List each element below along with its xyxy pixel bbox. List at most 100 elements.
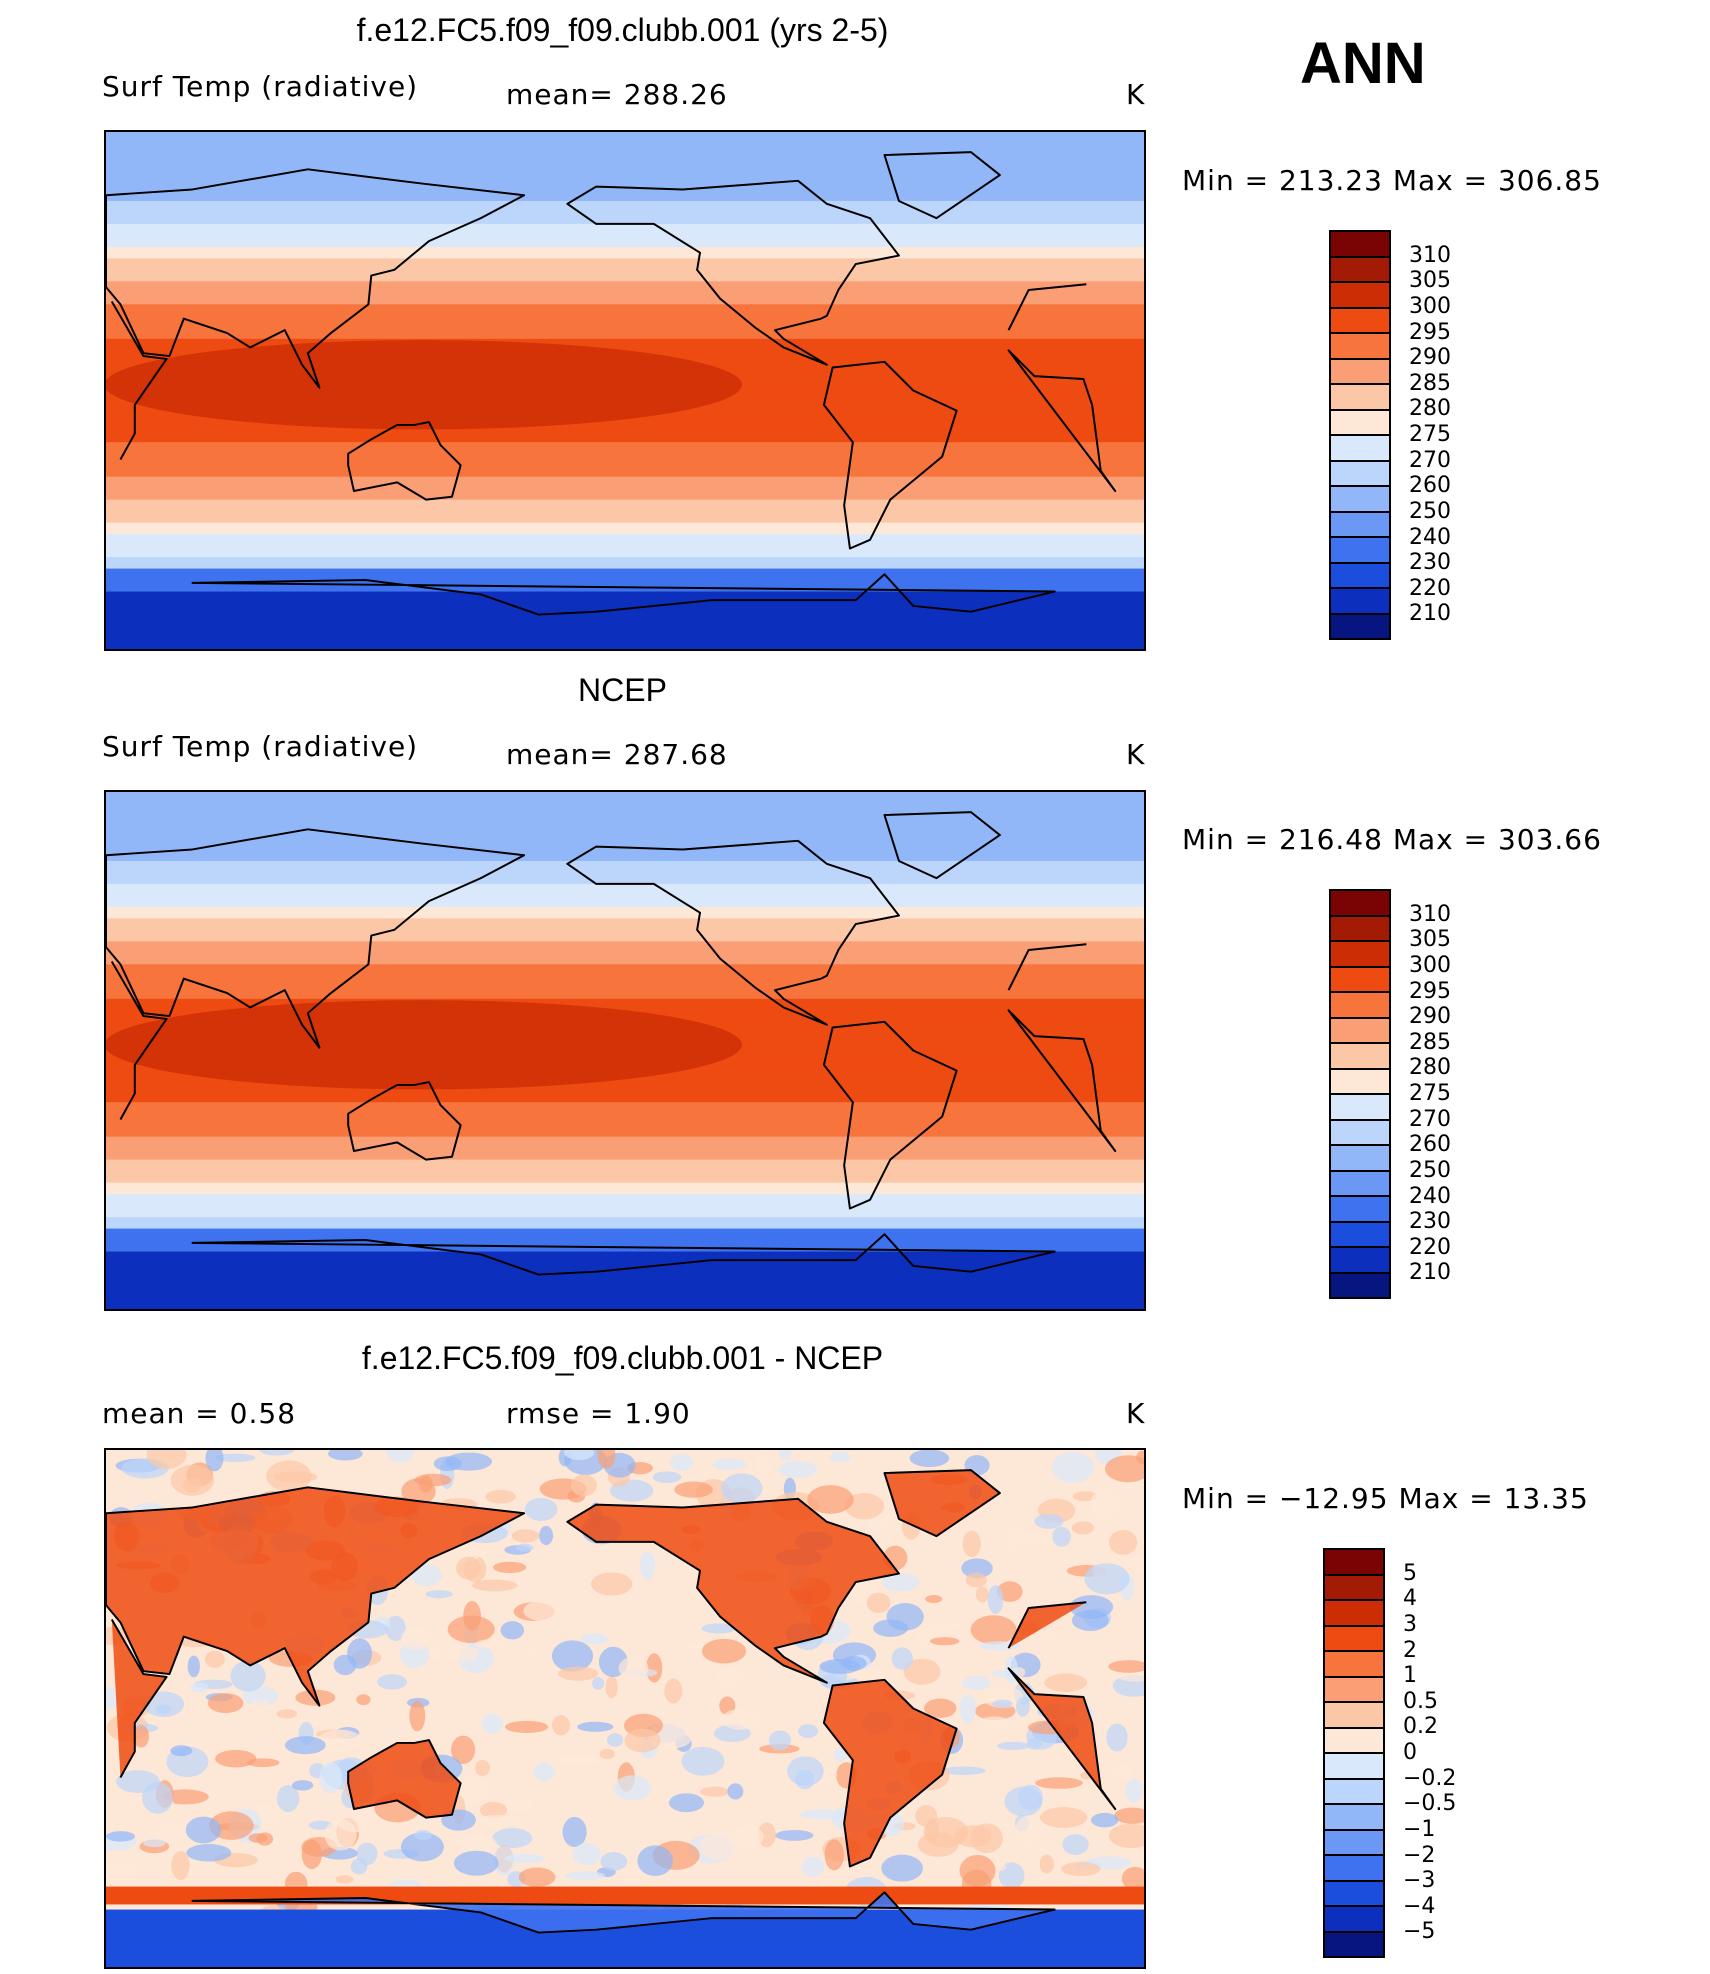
colorbar-swatch xyxy=(1325,1805,1383,1831)
panel1-mean-label: mean= 288.26 xyxy=(506,78,728,111)
panel3-units: K xyxy=(1126,1397,1146,1430)
colorbar-swatch xyxy=(1331,993,1389,1019)
colorbar-swatch xyxy=(1331,1044,1389,1070)
colorbar-swatch xyxy=(1331,283,1389,309)
colorbar-swatch xyxy=(1331,1248,1389,1274)
colorbar-swatch xyxy=(1325,1677,1383,1703)
colorbar-swatch xyxy=(1325,1703,1383,1729)
colorbar-swatch xyxy=(1331,436,1389,462)
colorbar-label: 310 xyxy=(1409,242,1451,268)
colorbar-label: 300 xyxy=(1409,952,1451,978)
season-label: ANN xyxy=(1300,31,1426,96)
colorbar-label: 290 xyxy=(1409,1004,1451,1030)
colorbar-swatch xyxy=(1325,1830,1383,1856)
colorbar-label: 2 xyxy=(1403,1637,1417,1663)
colorbar-label: 300 xyxy=(1409,293,1451,319)
colorbar-swatch xyxy=(1331,385,1389,411)
panel3-mean-label: mean = 0.58 xyxy=(102,1397,297,1430)
colorbar-label: 290 xyxy=(1409,345,1451,371)
colorbar-swatch xyxy=(1331,461,1389,487)
colorbar-label: 250 xyxy=(1409,498,1451,524)
colorbar-label: −0.5 xyxy=(1403,1791,1457,1817)
colorbar-swatch xyxy=(1331,1146,1389,1172)
colorbar-label: 285 xyxy=(1409,370,1451,396)
colorbar-label: 240 xyxy=(1409,524,1451,550)
colorbar-label: 275 xyxy=(1409,1081,1451,1106)
colorbar-label: 260 xyxy=(1409,1132,1451,1158)
colorbar-swatch xyxy=(1331,916,1389,942)
panel3-minmax: Min = −12.95 Max = 13.35 xyxy=(1182,1482,1589,1515)
colorbar-swatch xyxy=(1331,563,1389,589)
colorbar-label: 270 xyxy=(1409,1106,1451,1132)
colorbar-label: 0 xyxy=(1403,1740,1417,1765)
colorbar-label: −3 xyxy=(1403,1868,1436,1894)
colorbar-label: −2 xyxy=(1403,1842,1436,1868)
colorbar-swatch xyxy=(1331,538,1389,564)
colorbar-label: 305 xyxy=(1409,927,1451,953)
colorbar-swatch xyxy=(1325,1728,1383,1754)
colorbar-label: 275 xyxy=(1409,422,1451,447)
colorbar-label: 0.2 xyxy=(1403,1714,1438,1740)
colorbar-swatch xyxy=(1331,1095,1389,1121)
panel1-colorbar xyxy=(1329,230,1391,640)
colorbar-swatch xyxy=(1331,614,1389,638)
panel2-variable-label: Surf Temp (radiative) xyxy=(102,730,419,763)
panel2-map xyxy=(104,790,1146,1311)
colorbar-label: 240 xyxy=(1409,1183,1451,1209)
colorbar-swatch xyxy=(1331,334,1389,360)
colorbar-label: 210 xyxy=(1409,1260,1451,1286)
colorbar-label: 0.5 xyxy=(1403,1688,1438,1714)
colorbar-label: 3 xyxy=(1403,1611,1417,1637)
colorbar-swatch xyxy=(1325,1754,1383,1780)
colorbar-label: 285 xyxy=(1409,1029,1451,1055)
panel1-map xyxy=(104,130,1146,651)
colorbar-swatch xyxy=(1325,1601,1383,1627)
colorbar-swatch xyxy=(1331,942,1389,968)
colorbar-label: 220 xyxy=(1409,575,1451,601)
panel2-units: K xyxy=(1126,738,1146,771)
colorbar-swatch xyxy=(1331,589,1389,615)
colorbar-swatch xyxy=(1331,1273,1389,1297)
colorbar-swatch xyxy=(1325,1652,1383,1678)
colorbar-swatch xyxy=(1331,1069,1389,1095)
colorbar-label: 310 xyxy=(1409,901,1451,927)
panel2-minmax: Min = 216.48 Max = 303.66 xyxy=(1182,823,1602,856)
colorbar-swatch xyxy=(1325,1550,1383,1576)
colorbar-label: 230 xyxy=(1409,1209,1451,1235)
colorbar-label: 270 xyxy=(1409,447,1451,473)
colorbar-label: 5 xyxy=(1403,1560,1417,1586)
colorbar-swatch xyxy=(1325,1932,1383,1956)
panel2-colorbar xyxy=(1329,889,1391,1299)
colorbar-swatch xyxy=(1331,512,1389,538)
colorbar-label: −5 xyxy=(1403,1919,1436,1945)
panel3-title: f.e12.FC5.f09_f09.clubb.001 - NCEP xyxy=(361,1340,884,1376)
colorbar-swatch xyxy=(1325,1779,1383,1805)
colorbar-swatch xyxy=(1331,257,1389,283)
colorbar-swatch xyxy=(1331,967,1389,993)
colorbar-swatch xyxy=(1331,232,1389,258)
colorbar-swatch xyxy=(1331,1222,1389,1248)
colorbar-label: 4 xyxy=(1403,1586,1417,1612)
panel3-map xyxy=(104,1448,1146,1969)
panel2-title: NCEP xyxy=(578,672,667,708)
colorbar-swatch xyxy=(1331,1120,1389,1146)
colorbar-swatch xyxy=(1331,308,1389,334)
panel3-colorbar xyxy=(1323,1548,1385,1958)
colorbar-label: −4 xyxy=(1403,1893,1436,1919)
panel2-mean-label: mean= 287.68 xyxy=(506,738,728,771)
colorbar-swatch xyxy=(1331,1197,1389,1223)
colorbar-label: 230 xyxy=(1409,550,1451,576)
colorbar-label: 280 xyxy=(1409,396,1451,422)
colorbar-swatch xyxy=(1331,410,1389,436)
colorbar-label: −1 xyxy=(1403,1816,1436,1842)
colorbar-swatch xyxy=(1331,359,1389,385)
colorbar-swatch xyxy=(1325,1575,1383,1601)
colorbar-label: 305 xyxy=(1409,268,1451,294)
colorbar-swatch xyxy=(1331,891,1389,917)
colorbar-swatch xyxy=(1325,1907,1383,1933)
colorbar-swatch xyxy=(1331,1018,1389,1044)
colorbar-label: 295 xyxy=(1409,978,1451,1004)
colorbar-label: 295 xyxy=(1409,319,1451,345)
colorbar-swatch xyxy=(1325,1881,1383,1907)
colorbar-label: 210 xyxy=(1409,601,1451,627)
